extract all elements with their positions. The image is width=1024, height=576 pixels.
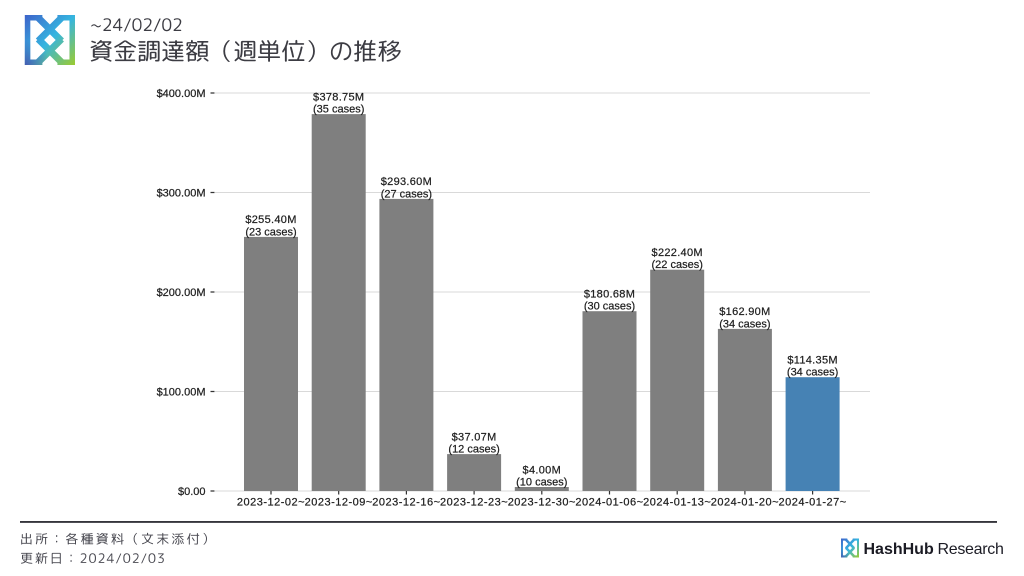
svg-text:$400.00M: $400.00M (157, 88, 206, 100)
svg-text:2024-01-20~: 2024-01-20~ (711, 497, 779, 509)
svg-text:2023-12-30~: 2023-12-30~ (508, 497, 576, 509)
svg-text:$4.00M: $4.00M (523, 464, 562, 476)
svg-text:$162.90M: $162.90M (719, 306, 770, 318)
svg-text:2024-01-06~: 2024-01-06~ (575, 497, 643, 509)
svg-text:$222.40M: $222.40M (652, 247, 703, 259)
svg-text:2024-01-13~: 2024-01-13~ (643, 497, 711, 509)
svg-text:$378.75M: $378.75M (313, 91, 364, 103)
svg-text:HashHub: HashHub (864, 541, 934, 558)
svg-text:$100.00M: $100.00M (157, 386, 206, 398)
svg-text:2023-12-09~: 2023-12-09~ (305, 497, 373, 509)
svg-text:(22 cases): (22 cases) (652, 259, 703, 271)
svg-text:(30 cases): (30 cases) (584, 301, 635, 313)
svg-text:(34 cases): (34 cases) (787, 367, 838, 379)
svg-text:2024-01-27~: 2024-01-27~ (778, 497, 846, 509)
svg-text:(34 cases): (34 cases) (719, 318, 770, 330)
svg-text:2023-12-23~: 2023-12-23~ (440, 497, 508, 509)
svg-text:$0.00: $0.00 (178, 486, 206, 498)
svg-text:2023-12-02~: 2023-12-02~ (237, 497, 305, 509)
svg-text:$255.40M: $255.40M (245, 214, 296, 226)
svg-text:$293.60M: $293.60M (381, 176, 432, 188)
svg-text:$37.07M: $37.07M (452, 431, 497, 443)
svg-text:Research: Research (938, 541, 1004, 558)
svg-text:(12 cases): (12 cases) (448, 444, 499, 456)
svg-text:(23 cases): (23 cases) (245, 226, 296, 238)
svg-text:(35 cases): (35 cases) (313, 104, 364, 116)
svg-text:(10 cases): (10 cases) (516, 476, 567, 488)
svg-text:$114.35M: $114.35M (787, 355, 838, 367)
svg-text:$180.68M: $180.68M (584, 289, 635, 301)
svg-text:(27 cases): (27 cases) (381, 188, 432, 200)
svg-text:2023-12-16~: 2023-12-16~ (372, 497, 440, 509)
svg-text:$200.00M: $200.00M (157, 287, 206, 299)
svg-text:$300.00M: $300.00M (157, 187, 206, 199)
